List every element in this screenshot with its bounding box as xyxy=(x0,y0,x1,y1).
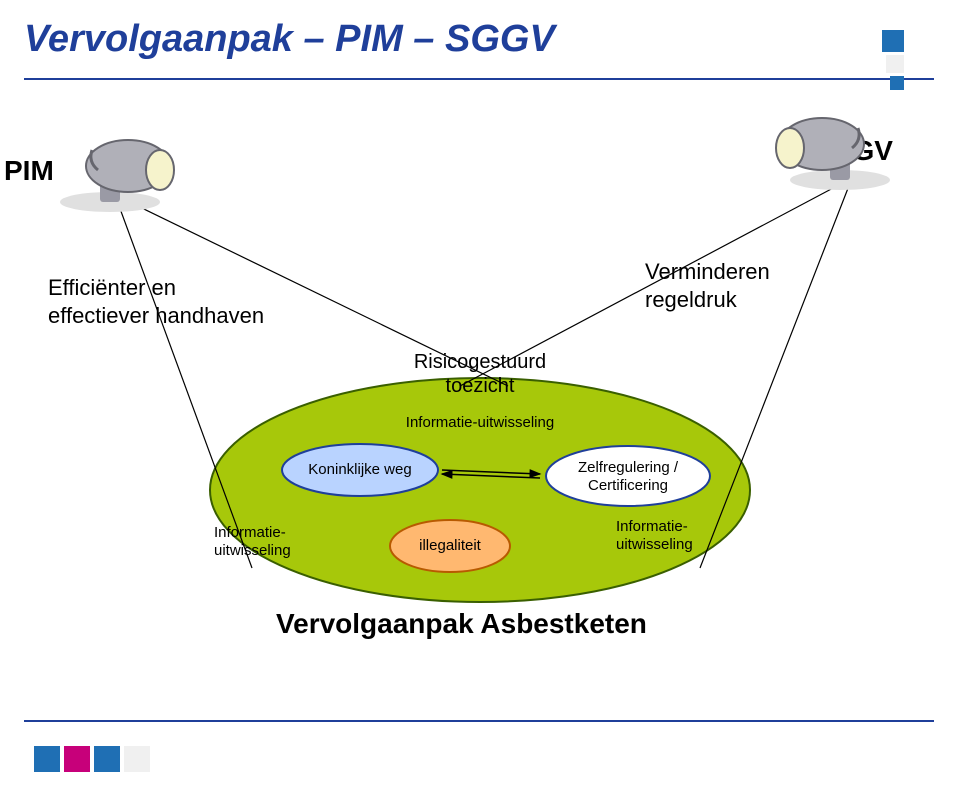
beam-line xyxy=(700,178,852,568)
mid-line1: Risicogestuurd xyxy=(414,351,546,373)
info-left: Informatie- uitwisseling xyxy=(214,524,291,560)
info-left-line2: uitwisseling xyxy=(214,542,291,559)
logo-block xyxy=(64,746,90,772)
mid-line2: toezicht xyxy=(446,375,515,397)
node-label: Certificering xyxy=(588,477,668,494)
divider-bottom xyxy=(24,720,934,722)
slide-root: Vervolgaanpak – PIM – SGGV PIM SGGV Effi… xyxy=(0,0,960,801)
spotlight-icon xyxy=(776,118,890,190)
logo-block xyxy=(886,55,904,73)
bottom-caption: Vervolgaanpak Asbestketen xyxy=(276,608,647,640)
logo-blocks-bl xyxy=(34,746,150,772)
node-label: illegaliteit xyxy=(419,537,482,554)
node-label: Koninklijke weg xyxy=(308,461,411,478)
info-right-line2: uitwisseling xyxy=(616,536,693,553)
logo-blocks-tr xyxy=(882,30,904,90)
logo-block xyxy=(882,30,904,52)
logo-block xyxy=(34,746,60,772)
logo-block xyxy=(124,746,150,772)
mid-caption: Risicogestuurd toezicht xyxy=(390,350,570,398)
node-label: Zelfregulering / xyxy=(578,459,679,476)
diagram-canvas: Koninklijke weg illegaliteit Zelfreguler… xyxy=(0,0,960,801)
spotlight-icon xyxy=(60,140,174,212)
logo-block xyxy=(890,76,904,90)
info-right-line1: Informatie- xyxy=(616,518,688,535)
info-left-line1: Informatie- xyxy=(214,524,286,541)
mid-caption-small: Informatie-uitwisseling xyxy=(390,414,570,431)
logo-block xyxy=(94,746,120,772)
info-right: Informatie- uitwisseling xyxy=(616,518,693,554)
